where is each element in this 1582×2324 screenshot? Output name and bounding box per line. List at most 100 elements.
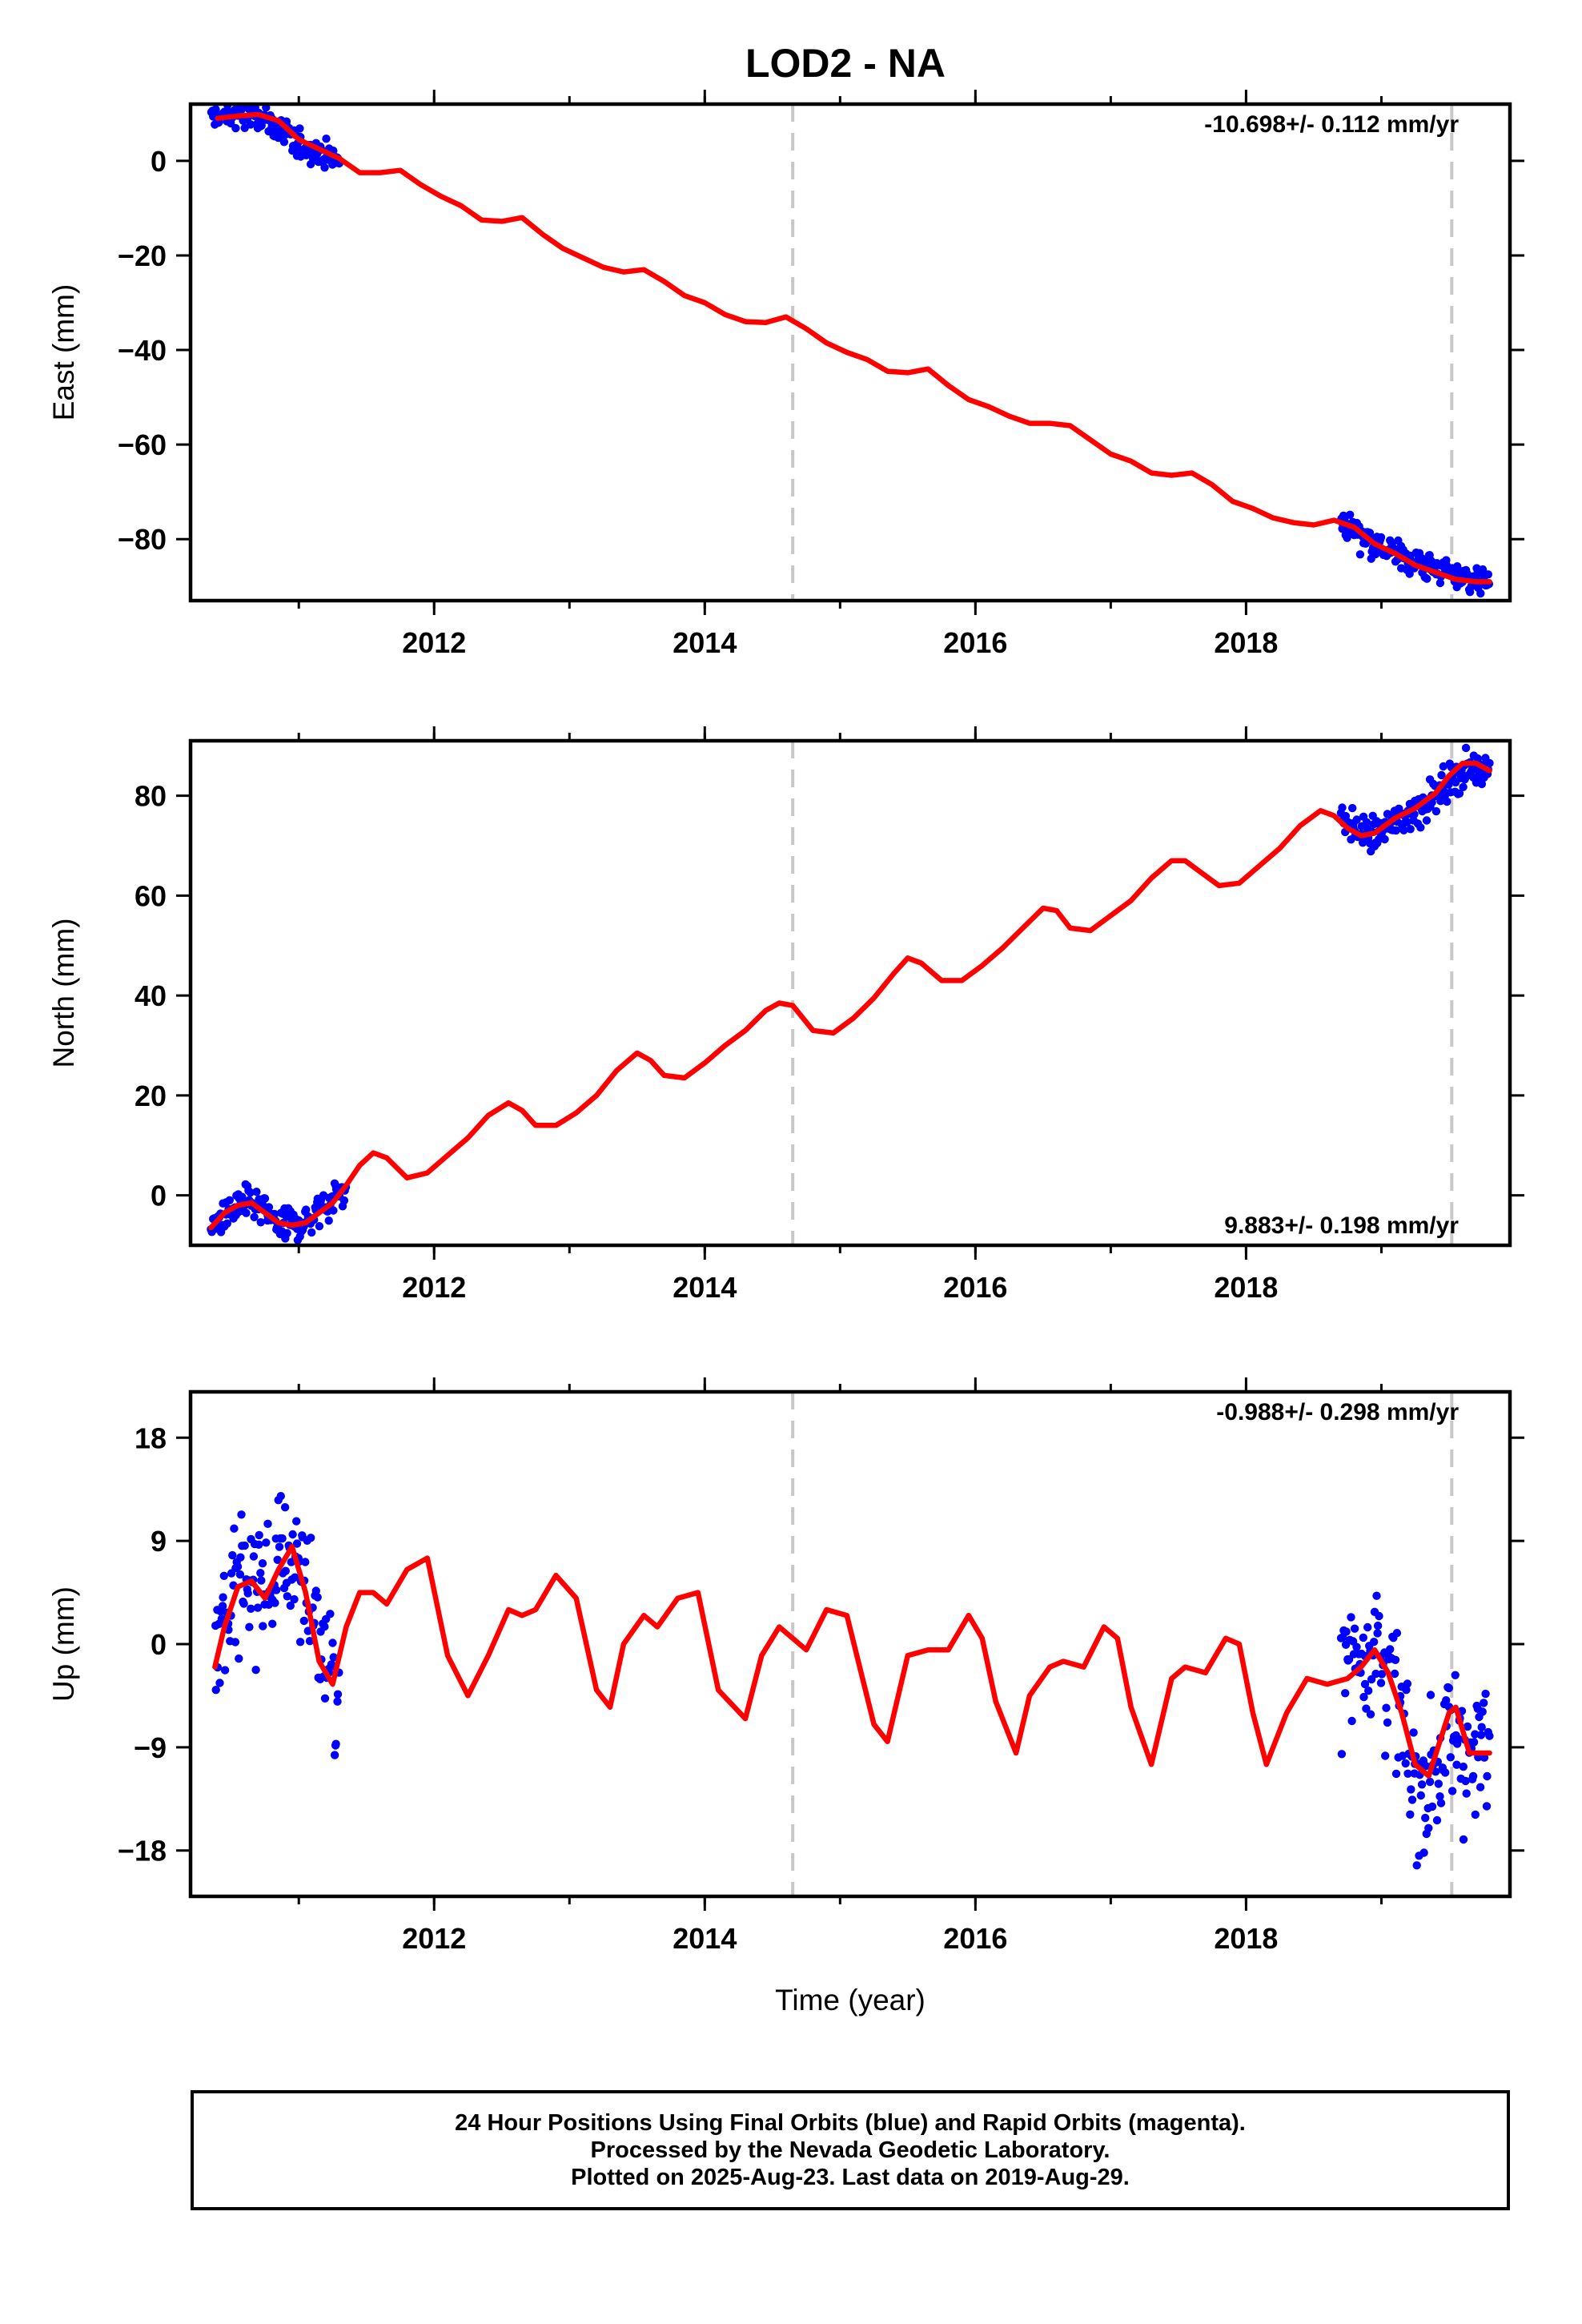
east-point-297 xyxy=(1476,589,1485,598)
east-fit-line xyxy=(215,111,1492,585)
up-point-1 xyxy=(211,1686,220,1695)
up-point-277 xyxy=(1462,1789,1471,1798)
north-ytick-label-40: 40 xyxy=(135,979,167,1012)
north-point-43 xyxy=(246,1188,255,1197)
up-fit-line xyxy=(212,1544,1492,1779)
up-point-113 xyxy=(313,1593,322,1602)
north-point-55 xyxy=(256,1218,265,1227)
up-point-87 xyxy=(290,1594,299,1604)
north-point-50 xyxy=(252,1188,261,1196)
up-point-150 xyxy=(1347,1716,1356,1726)
up-point-273 xyxy=(1459,1762,1468,1771)
east-ytick-label--40: −40 xyxy=(118,334,167,367)
up-point-163 xyxy=(1359,1692,1368,1702)
up-point-187 xyxy=(1381,1751,1390,1760)
up-point-166 xyxy=(1362,1704,1371,1713)
north-point-223 xyxy=(1403,818,1411,826)
up-point-142 xyxy=(1341,1689,1350,1698)
up-point-162 xyxy=(1359,1633,1368,1642)
up-point-243 xyxy=(1431,1767,1440,1776)
up-xtick-label-2012: 2012 xyxy=(402,1922,466,1955)
up-point-268 xyxy=(1454,1735,1463,1743)
up-point-98 xyxy=(299,1616,308,1626)
up-point-10 xyxy=(219,1571,228,1581)
up-point-51 xyxy=(257,1576,266,1585)
up-point-171 xyxy=(1366,1710,1375,1719)
up-point-210 xyxy=(1402,1686,1411,1695)
north-point-162 xyxy=(1348,803,1357,813)
north-point-111 xyxy=(307,1228,316,1237)
up-point-253 xyxy=(1441,1768,1450,1777)
up-point-106 xyxy=(307,1534,315,1542)
up-point-91 xyxy=(292,1539,302,1548)
up-xtick-label-2014: 2014 xyxy=(673,1922,737,1955)
up-point-49 xyxy=(255,1530,263,1540)
north-point-211 xyxy=(1391,826,1400,835)
up-point-129 xyxy=(327,1660,336,1669)
east-point-126 xyxy=(320,163,329,172)
north-xtick-label-2016: 2016 xyxy=(943,1271,1007,1304)
up-point-218 xyxy=(1409,1728,1418,1737)
east-ytick-label--20: −20 xyxy=(118,239,167,272)
up-point-9 xyxy=(219,1593,227,1602)
up-point-86 xyxy=(288,1530,297,1539)
up-point-177 xyxy=(1372,1591,1381,1600)
north-point-84 xyxy=(283,1228,291,1238)
up-point-274 xyxy=(1459,1835,1468,1844)
north-point-219 xyxy=(1399,826,1408,835)
north-point-288 xyxy=(1461,743,1471,753)
east-ytick-label--60: −60 xyxy=(118,428,167,461)
north-point-135 xyxy=(329,1206,338,1215)
up-point-198 xyxy=(1391,1655,1400,1664)
up-point-43 xyxy=(249,1552,259,1561)
up-point-47 xyxy=(253,1603,263,1612)
up-point-302 xyxy=(1485,1731,1494,1740)
up-point-131 xyxy=(329,1653,338,1662)
up-ylabel: Up (mm) xyxy=(47,1586,80,1702)
up-xtick-label-2018: 2018 xyxy=(1214,1922,1278,1955)
up-point-244 xyxy=(1432,1815,1442,1825)
up-point-266 xyxy=(1452,1760,1461,1769)
up-point-295 xyxy=(1478,1707,1487,1716)
up-point-144 xyxy=(1342,1627,1351,1636)
up-point-214 xyxy=(1406,1810,1415,1819)
up-point-136 xyxy=(333,1690,343,1699)
north-point-178 xyxy=(1362,818,1371,826)
north-point-60 xyxy=(260,1194,270,1203)
north-point-48 xyxy=(250,1212,259,1222)
up-point-68 xyxy=(272,1586,281,1594)
up-point-38 xyxy=(245,1622,254,1631)
up-ytick-label--9: −9 xyxy=(134,1731,167,1764)
up-point-100 xyxy=(301,1558,310,1566)
up-point-105 xyxy=(305,1637,315,1646)
up-point-209 xyxy=(1401,1759,1410,1768)
up-point-127 xyxy=(326,1610,335,1618)
east-point-5 xyxy=(211,105,220,114)
up-point-247 xyxy=(1435,1792,1444,1801)
up-point-164 xyxy=(1360,1679,1370,1689)
up-data xyxy=(211,1492,1494,1870)
up-point-261 xyxy=(1447,1787,1457,1795)
up-point-192 xyxy=(1386,1645,1395,1654)
up-point-257 xyxy=(1444,1683,1454,1693)
north-point-245 xyxy=(1422,816,1431,825)
up-point-112 xyxy=(311,1586,320,1595)
up-point-178 xyxy=(1373,1629,1382,1638)
up-point-73 xyxy=(276,1492,285,1501)
east-point-98 xyxy=(295,124,304,133)
up-point-63 xyxy=(268,1619,277,1628)
up-point-286 xyxy=(1471,1730,1480,1739)
up-point-183 xyxy=(1377,1670,1387,1679)
up-rate-label: -0.988+/- 0.298 mm/yr xyxy=(1216,1399,1459,1425)
up-point-264 xyxy=(1451,1671,1460,1679)
up-point-94 xyxy=(295,1638,305,1647)
up-point-153 xyxy=(1350,1624,1359,1633)
east-point-238 xyxy=(1423,574,1431,583)
east-axes-frame xyxy=(188,102,1512,603)
caption-line-1: 24 Hour Positions Using Final Orbits (bl… xyxy=(455,2110,1246,2136)
up-axes-frame xyxy=(188,1389,1512,1899)
east-point-27 xyxy=(231,123,240,133)
east-point-164 xyxy=(1355,550,1365,559)
